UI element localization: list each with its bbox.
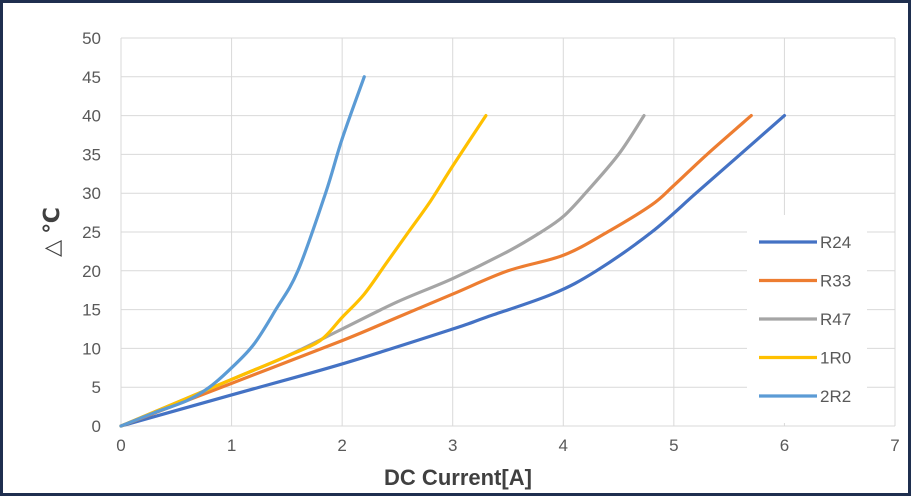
y-axis-ticks: 0 5 10 15 20 25 30 35 40 45 50 bbox=[82, 29, 101, 436]
y-tick-label: 35 bbox=[82, 145, 101, 164]
x-tick-label: 3 bbox=[448, 436, 457, 455]
x-axis-title: DC Current[A] bbox=[384, 465, 532, 490]
legend: R24 R33 R47 1R0 2R2 bbox=[747, 215, 867, 423]
y-tick-label: 10 bbox=[82, 339, 101, 358]
x-tick-label: 7 bbox=[890, 436, 899, 455]
series-line-r33 bbox=[119, 114, 753, 428]
y-tick-label: 45 bbox=[82, 68, 101, 87]
legend-label-1r0: 1R0 bbox=[820, 349, 851, 368]
series-line-r24 bbox=[119, 114, 787, 428]
x-tick-label: 1 bbox=[227, 436, 236, 455]
y-tick-label: 40 bbox=[82, 107, 101, 126]
x-tick-label: 0 bbox=[116, 436, 125, 455]
legend-label-r24: R24 bbox=[820, 233, 851, 252]
y-tick-label: 50 bbox=[82, 29, 101, 48]
legend-label-r33: R33 bbox=[820, 272, 851, 291]
y-tick-label: 15 bbox=[82, 301, 101, 320]
legend-label-r47: R47 bbox=[820, 310, 851, 329]
y-axis-title: △ ℃ bbox=[39, 207, 64, 257]
y-tick-label: 20 bbox=[82, 262, 101, 281]
y-tick-label: 5 bbox=[92, 378, 101, 397]
series-lines bbox=[119, 75, 787, 428]
y-tick-label: 25 bbox=[82, 223, 101, 242]
x-tick-label: 5 bbox=[669, 436, 678, 455]
legend-label-2r2: 2R2 bbox=[820, 387, 851, 406]
series-line-2r2 bbox=[119, 75, 366, 428]
y-tick-label: 0 bbox=[92, 417, 101, 436]
x-tick-label: 2 bbox=[337, 436, 346, 455]
x-tick-label: 6 bbox=[780, 436, 789, 455]
x-axis-ticks: 0 1 2 3 4 5 6 7 bbox=[116, 436, 899, 455]
series-line-1r0 bbox=[119, 114, 488, 428]
y-tick-label: 30 bbox=[82, 184, 101, 203]
x-tick-label: 4 bbox=[559, 436, 568, 455]
